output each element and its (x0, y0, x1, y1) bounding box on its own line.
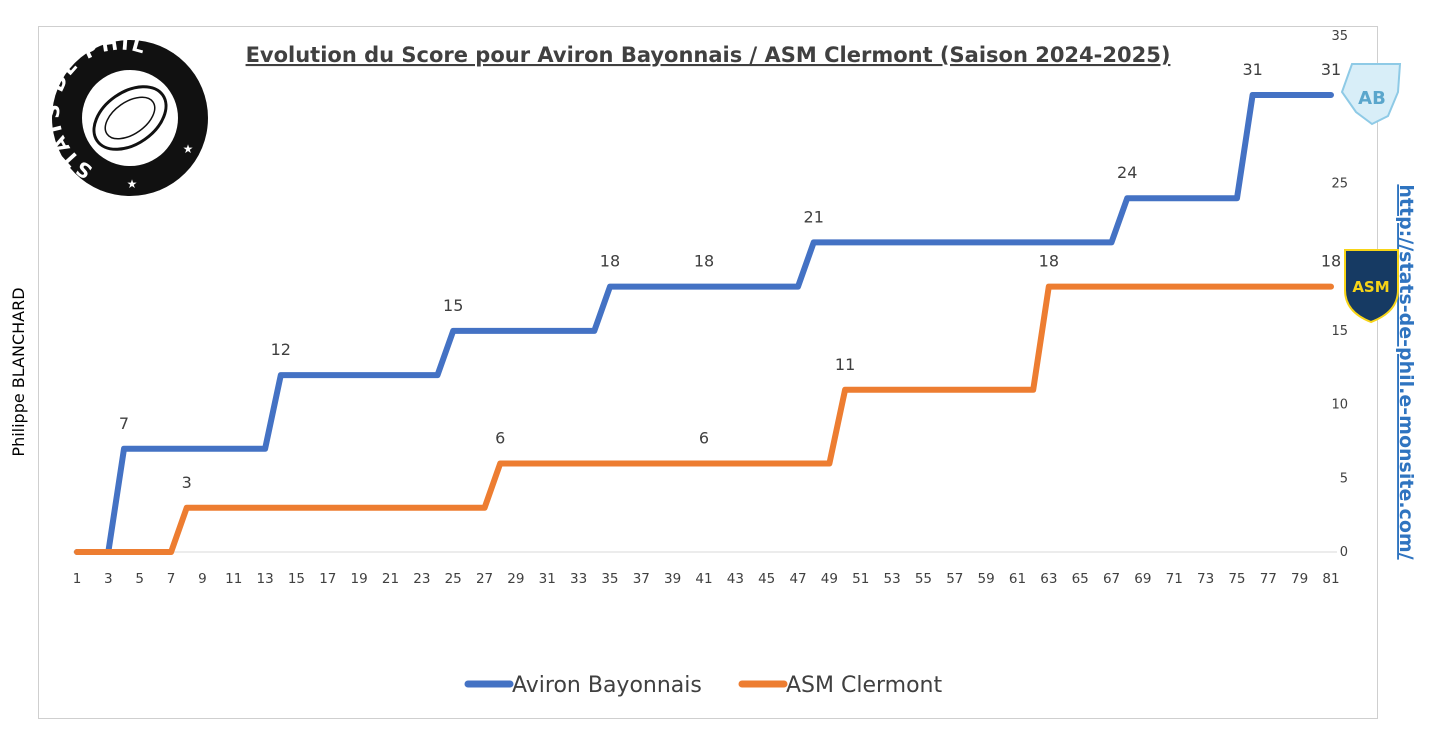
y-tick-labels: 0 5 10 15 25 35 (1331, 29, 1348, 560)
data-label: 3 (182, 473, 192, 492)
asm-clermont-line (74, 283, 1334, 555)
x-tick-label: 13 (257, 571, 274, 587)
aviron-bayonnais-badge-text: AB (1358, 88, 1386, 109)
x-tick-label: 33 (570, 571, 587, 587)
data-label: 6 (495, 429, 505, 448)
x-tick-label: 55 (915, 571, 932, 587)
x-tick-label: 5 (135, 571, 144, 587)
asm-clermont-badge: ASM (1344, 249, 1399, 324)
x-tick-label: 75 (1228, 571, 1245, 587)
data-label: 18 (694, 252, 714, 271)
x-tick-label: 47 (789, 571, 806, 587)
x-tick-label: 67 (1103, 571, 1120, 587)
data-label: 31 (1242, 60, 1262, 79)
x-tick-label: 63 (1040, 571, 1057, 587)
legend: Aviron Bayonnais ASM Clermont (464, 673, 942, 698)
aviron-bayonnais-badge: AB (1340, 63, 1402, 126)
y-tick-label: 15 (1331, 324, 1348, 339)
x-tick-label: 9 (198, 571, 207, 587)
x-tick-label: 43 (727, 571, 744, 587)
x-tick-label: 45 (758, 571, 775, 587)
x-tick-label: 79 (1291, 571, 1308, 587)
star-icon: ★ (183, 142, 194, 156)
x-tick-label: 7 (167, 571, 176, 587)
x-tick-label: 29 (507, 571, 524, 587)
x-tick-label: 3 (104, 571, 113, 587)
x-tick-labels: 1 3 5 7 9 11 13 15 17 19 21 23 25 27 29 31 33 35 37 39 41 43 4… (73, 571, 1340, 587)
star-icon: ★ (127, 177, 138, 191)
data-label: 31 (1321, 60, 1341, 79)
data-label: 15 (443, 296, 463, 315)
x-tick-label: 15 (288, 571, 305, 587)
data-label: 18 (600, 252, 620, 271)
y-tick-label: 10 (1331, 398, 1348, 413)
chart-title: Evolution du Score pour Aviron Bayonnais… (246, 43, 1171, 67)
x-tick-label: 41 (695, 571, 712, 587)
data-label: 12 (271, 340, 291, 359)
x-tick-label: 65 (1072, 571, 1089, 587)
data-label: 18 (1321, 252, 1341, 271)
legend-label: Aviron Bayonnais (512, 673, 702, 698)
website-link[interactable]: http://stats-de-phil.e-monsite.com/ (1395, 184, 1417, 559)
y-tick-label: 35 (1331, 29, 1348, 44)
x-tick-label: 25 (445, 571, 462, 587)
x-tick-label: 17 (319, 571, 336, 587)
asm-clermont-badge-text: ASM (1352, 278, 1389, 296)
aviron-bayonnais-line (74, 92, 1334, 555)
x-tick-label: 49 (821, 571, 838, 587)
x-tick-label: 27 (476, 571, 493, 587)
rugby-ball-icon (92, 85, 168, 151)
x-tick-label: 35 (601, 571, 618, 587)
x-tick-label: 37 (633, 571, 650, 587)
x-tick-label: 53 (884, 571, 901, 587)
y-tick-label: 5 (1340, 471, 1348, 486)
x-tick-label: 23 (413, 571, 430, 587)
x-tick-label: 81 (1322, 571, 1339, 587)
x-tick-label: 59 (978, 571, 995, 587)
data-label: 7 (119, 414, 129, 433)
y-tick-label: 0 (1340, 545, 1348, 560)
x-tick-label: 39 (664, 571, 681, 587)
x-tick-label: 61 (1009, 571, 1026, 587)
data-labels: 7 12 15 18 18 21 24 31 31 3 6 6 11 18 18 (119, 60, 1341, 492)
author-label: Philippe BLANCHARD (9, 287, 28, 456)
data-label: 18 (1039, 252, 1059, 271)
series-lines (74, 92, 1334, 555)
chart-frame (38, 26, 1378, 719)
x-tick-label: 19 (351, 571, 368, 587)
data-label: 6 (699, 429, 709, 448)
x-tick-label: 77 (1260, 571, 1277, 587)
x-tick-label: 69 (1134, 571, 1151, 587)
x-tick-label: 1 (73, 571, 82, 587)
x-tick-label: 73 (1197, 571, 1214, 587)
y-tick-label: 25 (1331, 176, 1348, 191)
legend-label: ASM Clermont (786, 673, 942, 698)
x-tick-label: 21 (382, 571, 399, 587)
x-tick-label: 51 (852, 571, 869, 587)
data-label: 24 (1117, 163, 1137, 182)
x-tick-label: 11 (225, 571, 242, 587)
data-label: 11 (835, 355, 855, 374)
x-tick-label: 31 (539, 571, 556, 587)
x-tick-label: 71 (1166, 571, 1183, 587)
data-label: 21 (804, 207, 824, 226)
stats-de-phil-logo: STATS DE PHIL ★ ★ (40, 30, 208, 196)
x-tick-label: 57 (946, 571, 963, 587)
